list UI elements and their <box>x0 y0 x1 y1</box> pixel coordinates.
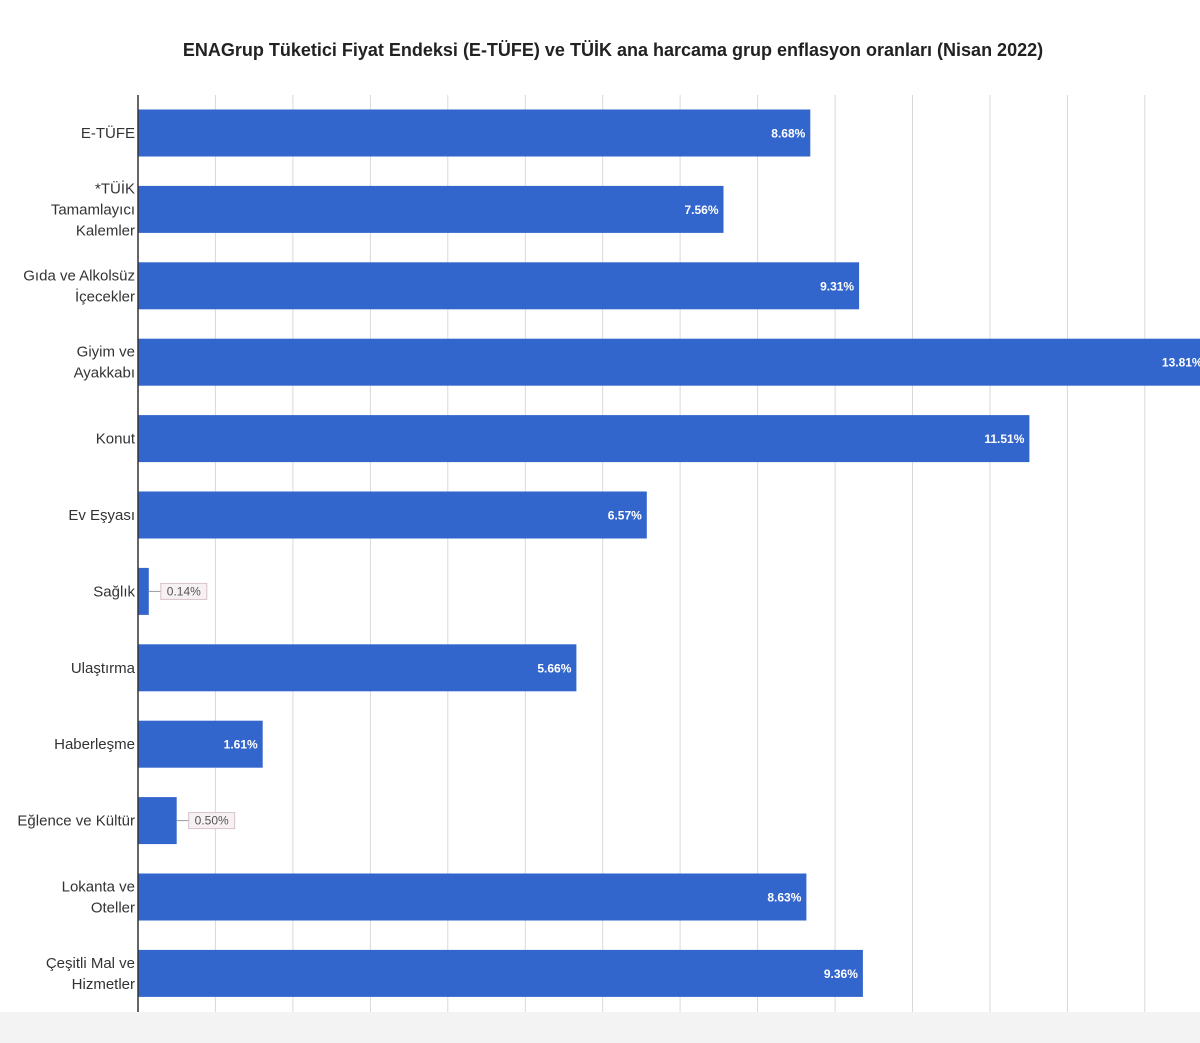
category-label: Hizmetler <box>72 976 135 993</box>
value-labels: 8.68% 7.56% 9.31% 13.81% 11.51% 6.57% 0.14% 5.6… <box>148 127 1200 981</box>
category-label: Lokanta ve <box>62 879 135 896</box>
value-label-box <box>160 582 208 600</box>
category-label: Çeşitli Mal ve <box>46 955 135 972</box>
value-label-box <box>188 812 236 830</box>
value-label: 0.50% <box>195 814 229 828</box>
bar <box>138 873 807 921</box>
category-label: Kalemler <box>76 222 135 239</box>
value-label: 13.81% <box>1162 356 1200 370</box>
bar <box>138 109 811 157</box>
category-label: Ulaştırma <box>71 660 136 677</box>
category-label: Oteller <box>91 900 135 917</box>
category-label: Tamamlayıcı <box>51 201 135 218</box>
value-label: 9.31% <box>820 279 854 293</box>
value-label: 5.66% <box>537 661 571 675</box>
category-label: Ev Eşyası <box>68 507 135 524</box>
category-label: Sağlık <box>93 583 135 600</box>
category-label: Giyim ve <box>77 344 135 361</box>
bar <box>138 491 647 539</box>
value-label: 0.14% <box>167 584 201 598</box>
bar <box>138 720 263 768</box>
bar <box>138 415 1030 463</box>
category-label: E-TÜFE <box>81 124 135 142</box>
category-label: *TÜİK <box>95 179 135 197</box>
bar <box>138 185 724 233</box>
value-label: 8.68% <box>771 127 805 141</box>
value-label: 6.57% <box>608 509 642 523</box>
category-label: İçecekler <box>75 287 135 305</box>
bars <box>138 109 1200 997</box>
category-label: Eğlence ve Kültür <box>17 813 135 830</box>
category-label: Ayakkabı <box>74 365 135 382</box>
bar <box>138 949 863 997</box>
category-label: Haberleşme <box>54 736 135 753</box>
value-label: 1.61% <box>224 738 258 752</box>
grid-lines <box>214 95 1146 1012</box>
chart-title: ENAGrup Tüketici Fiyat Endeksi (E-TÜFE) … <box>182 40 1044 60</box>
footer-strip <box>0 1012 1200 1043</box>
category-label: Gıda ve Alkolsüz <box>23 267 135 284</box>
value-label: 7.56% <box>684 203 718 217</box>
value-label: 11.51% <box>984 432 1024 446</box>
value-label: 9.36% <box>824 967 858 981</box>
bar <box>138 338 1200 386</box>
value-label: 8.63% <box>767 891 801 905</box>
category-label: Konut <box>96 431 136 448</box>
bar <box>138 262 860 310</box>
bar <box>138 797 177 845</box>
bar <box>138 567 149 615</box>
bar <box>138 644 577 692</box>
category-labels: E-TÜFE *TÜİK Tamamlayıcı Kalemler Gıda ve Al… <box>17 124 135 993</box>
